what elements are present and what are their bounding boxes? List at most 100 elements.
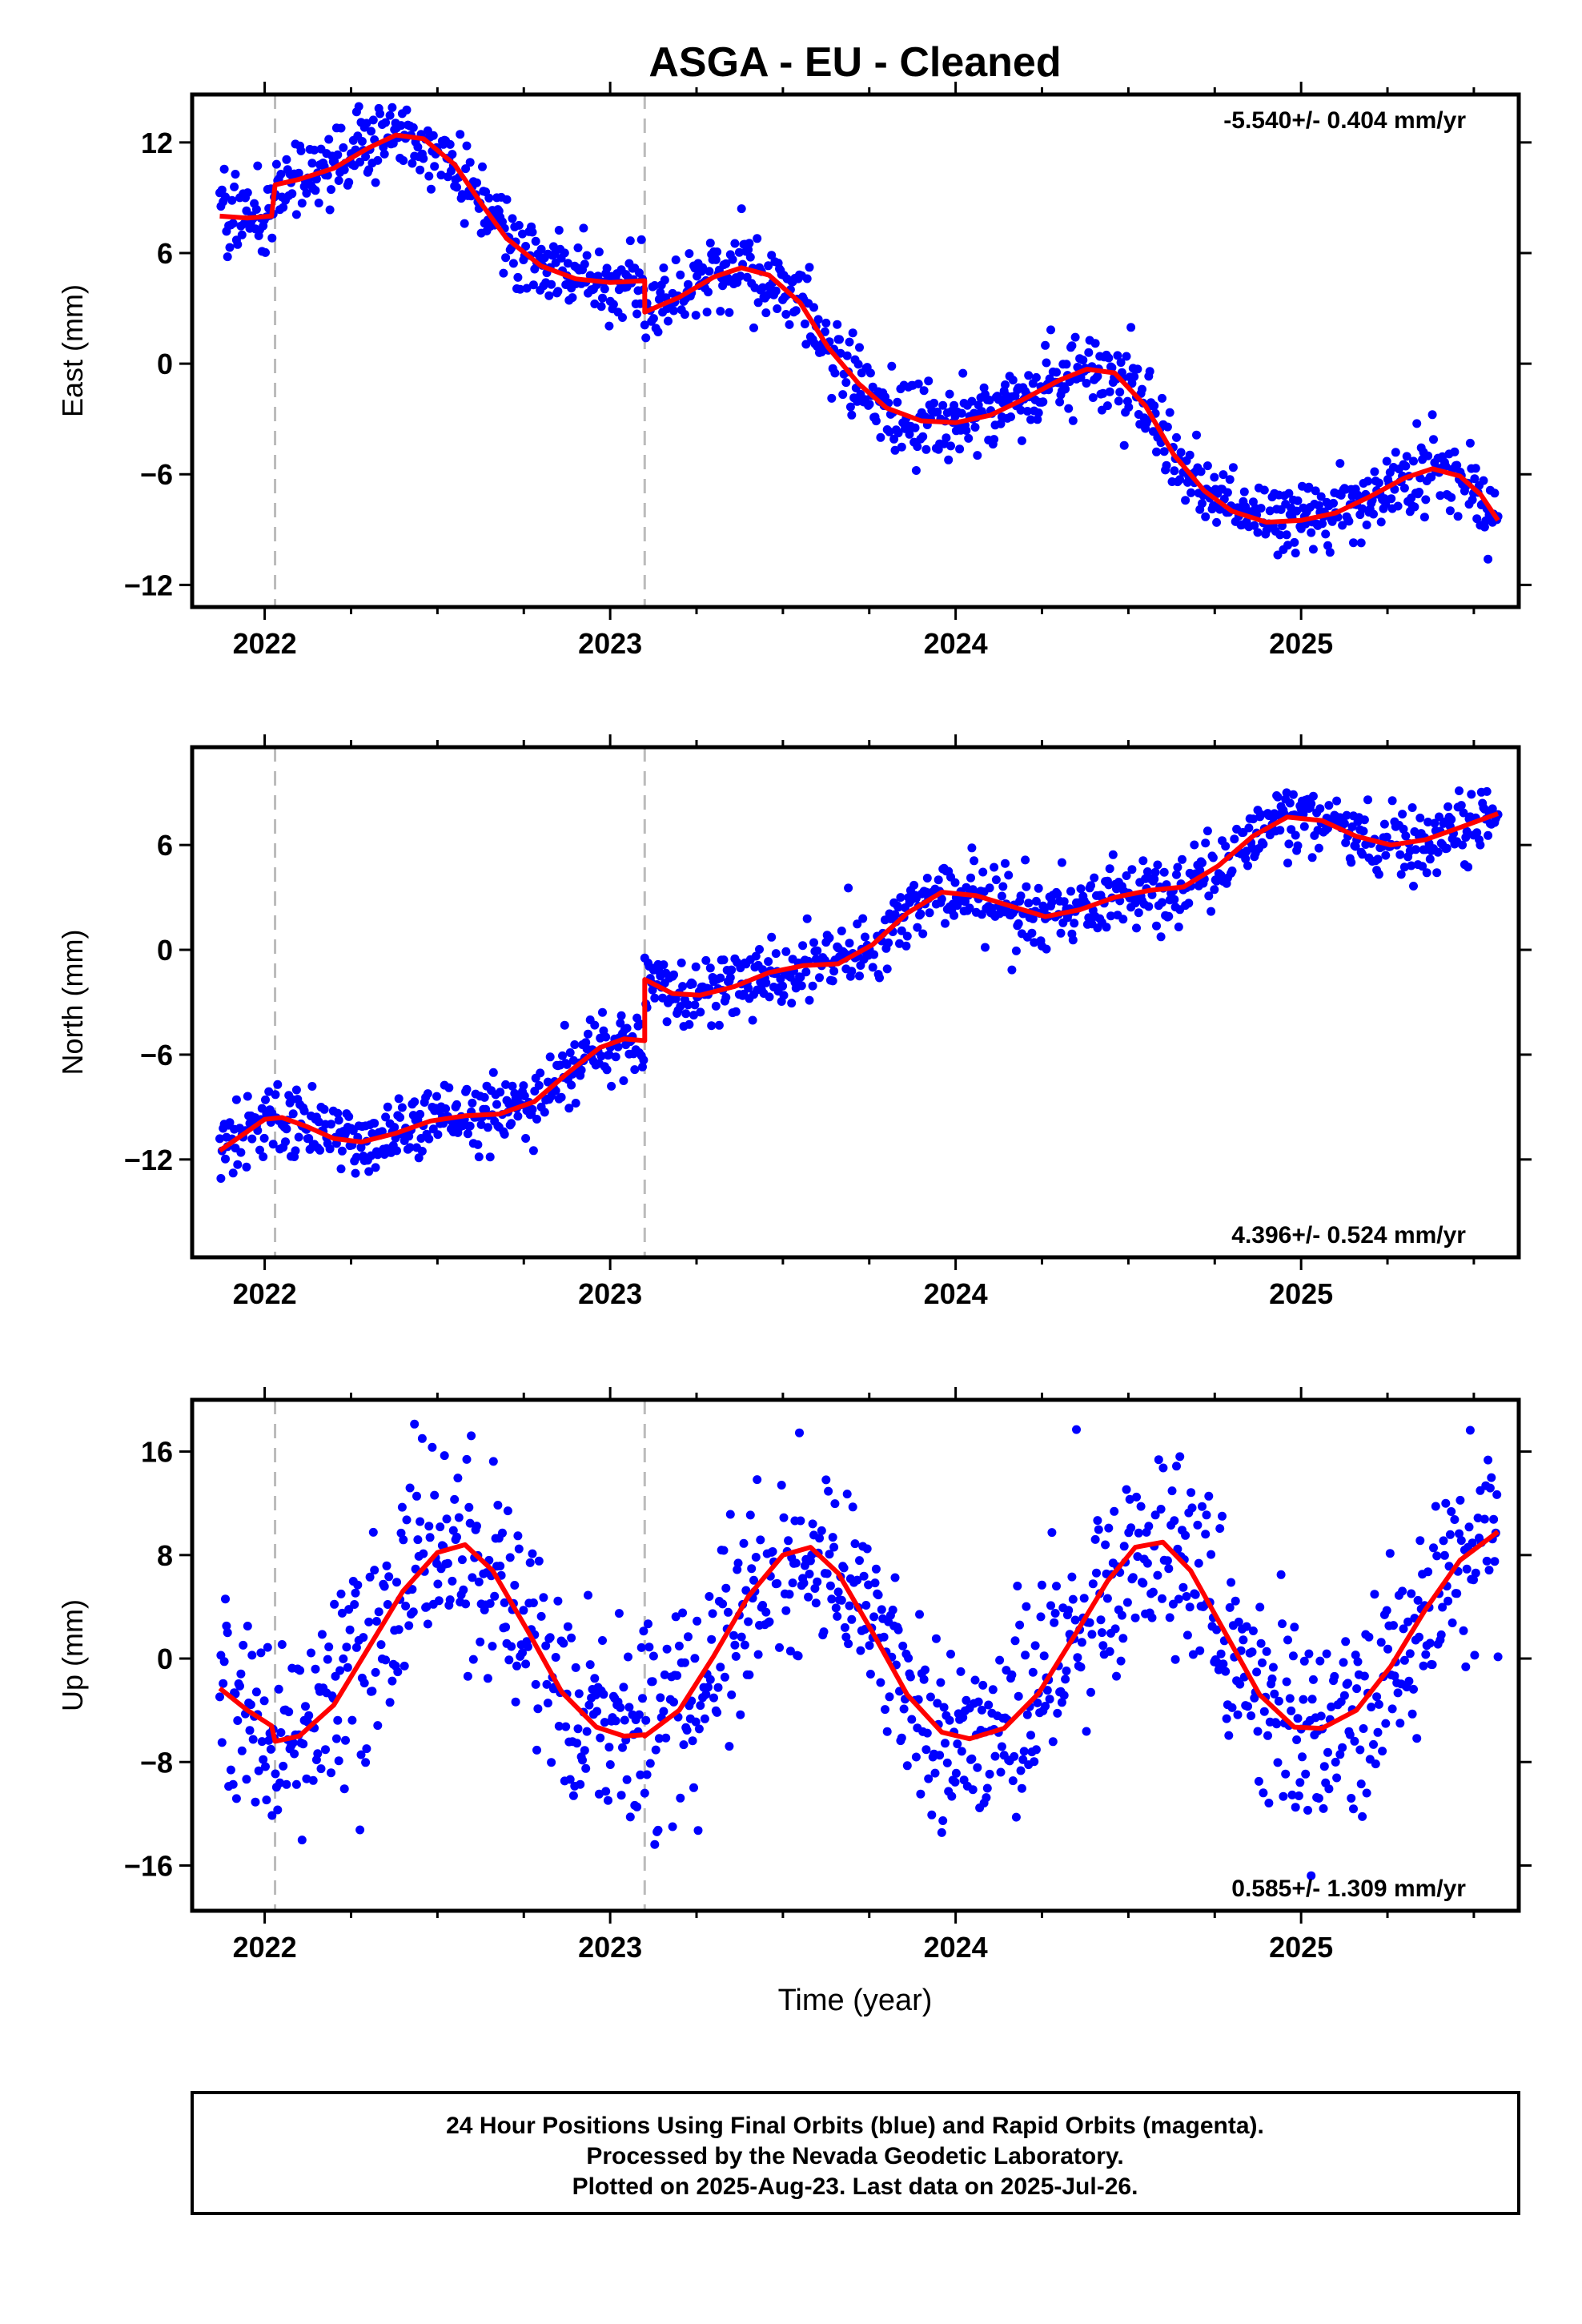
data-point bbox=[865, 400, 874, 409]
data-point bbox=[1464, 862, 1473, 872]
data-point bbox=[1194, 1558, 1203, 1568]
data-point bbox=[452, 1100, 461, 1109]
data-point bbox=[1031, 372, 1041, 382]
data-point bbox=[1330, 1671, 1339, 1681]
data-point bbox=[985, 1769, 994, 1779]
data-point bbox=[461, 1599, 471, 1609]
data-point bbox=[1349, 1804, 1358, 1814]
data-point bbox=[885, 427, 894, 436]
data-point bbox=[1042, 1686, 1052, 1695]
data-point bbox=[331, 1734, 341, 1743]
data-point bbox=[275, 1778, 285, 1787]
data-point bbox=[744, 983, 753, 993]
data-point bbox=[974, 1697, 983, 1707]
data-point bbox=[1242, 1622, 1251, 1631]
data-point bbox=[271, 1090, 280, 1100]
data-point bbox=[373, 1721, 383, 1731]
data-point bbox=[1482, 1556, 1492, 1566]
data-point bbox=[408, 1585, 417, 1594]
data-point bbox=[1399, 1655, 1409, 1665]
data-point bbox=[547, 1758, 556, 1767]
data-point bbox=[721, 259, 731, 268]
data-point bbox=[1482, 786, 1492, 796]
data-point bbox=[1138, 384, 1146, 394]
data-point bbox=[1008, 376, 1018, 385]
data-point bbox=[1188, 1650, 1198, 1659]
data-point bbox=[962, 426, 971, 435]
data-point bbox=[242, 1162, 251, 1172]
data-point bbox=[734, 247, 744, 257]
data-point bbox=[568, 293, 577, 303]
data-point bbox=[721, 993, 731, 1002]
data-point bbox=[731, 1007, 741, 1016]
data-point bbox=[1106, 911, 1115, 921]
data-point bbox=[516, 284, 525, 294]
data-point bbox=[1064, 404, 1074, 413]
data-point bbox=[1164, 911, 1174, 921]
data-point bbox=[393, 1667, 403, 1677]
data-point bbox=[934, 875, 943, 885]
data-point bbox=[505, 1553, 515, 1562]
data-point bbox=[700, 1714, 709, 1723]
data-point bbox=[922, 1728, 932, 1738]
data-point bbox=[661, 1733, 671, 1743]
data-point bbox=[985, 396, 994, 405]
data-point bbox=[339, 143, 348, 152]
data-point bbox=[1022, 1710, 1032, 1719]
data-point bbox=[1290, 1622, 1299, 1632]
data-point bbox=[701, 1690, 711, 1699]
data-point bbox=[1133, 1552, 1142, 1562]
data-point bbox=[1256, 504, 1266, 513]
data-point bbox=[480, 1092, 489, 1102]
data-point bbox=[871, 1564, 881, 1574]
data-point bbox=[1299, 1656, 1309, 1666]
data-point bbox=[902, 1761, 912, 1771]
rate-annotation: 4.396+/- 0.524 mm/yr bbox=[1231, 1222, 1466, 1248]
data-point bbox=[848, 328, 857, 338]
data-point bbox=[669, 970, 678, 979]
data-point bbox=[226, 1765, 235, 1775]
data-point bbox=[1052, 1582, 1061, 1591]
data-point bbox=[513, 1531, 523, 1541]
data-point bbox=[424, 1522, 434, 1531]
data-point bbox=[605, 1760, 615, 1769]
data-point bbox=[276, 170, 286, 179]
data-point bbox=[325, 205, 335, 215]
data-point bbox=[696, 1007, 705, 1017]
data-point bbox=[584, 1700, 594, 1710]
data-point bbox=[235, 1681, 244, 1691]
data-point bbox=[739, 1538, 749, 1548]
data-point bbox=[1432, 868, 1442, 878]
footer-line-1: 24 Hour Positions Using Final Orbits (bl… bbox=[446, 2113, 1264, 2139]
data-point bbox=[716, 973, 725, 983]
data-point bbox=[1244, 823, 1254, 833]
data-point bbox=[1162, 460, 1171, 470]
data-point bbox=[236, 1669, 246, 1679]
data-point bbox=[831, 1603, 841, 1613]
data-point bbox=[819, 1627, 829, 1637]
data-point bbox=[1026, 1731, 1035, 1740]
data-point bbox=[472, 1522, 481, 1531]
data-point bbox=[801, 967, 811, 977]
data-point bbox=[307, 1082, 317, 1091]
data-point bbox=[215, 1692, 224, 1702]
data-point bbox=[361, 1758, 371, 1767]
data-point bbox=[1239, 487, 1249, 497]
data-point bbox=[436, 171, 446, 180]
data-point bbox=[219, 164, 229, 174]
data-point bbox=[1039, 1651, 1049, 1661]
data-point bbox=[1170, 1516, 1179, 1526]
data-point bbox=[936, 1678, 946, 1687]
data-point bbox=[791, 306, 801, 316]
data-point bbox=[1321, 529, 1331, 539]
data-point bbox=[1170, 1655, 1180, 1664]
data-point bbox=[913, 442, 922, 452]
data-point bbox=[841, 378, 851, 388]
data-point bbox=[419, 1549, 428, 1558]
data-point bbox=[1010, 1751, 1019, 1761]
data-point bbox=[1256, 810, 1266, 819]
data-point bbox=[1128, 1573, 1138, 1582]
data-point bbox=[939, 1703, 949, 1712]
data-point bbox=[1359, 1671, 1369, 1681]
data-point bbox=[564, 1104, 574, 1113]
